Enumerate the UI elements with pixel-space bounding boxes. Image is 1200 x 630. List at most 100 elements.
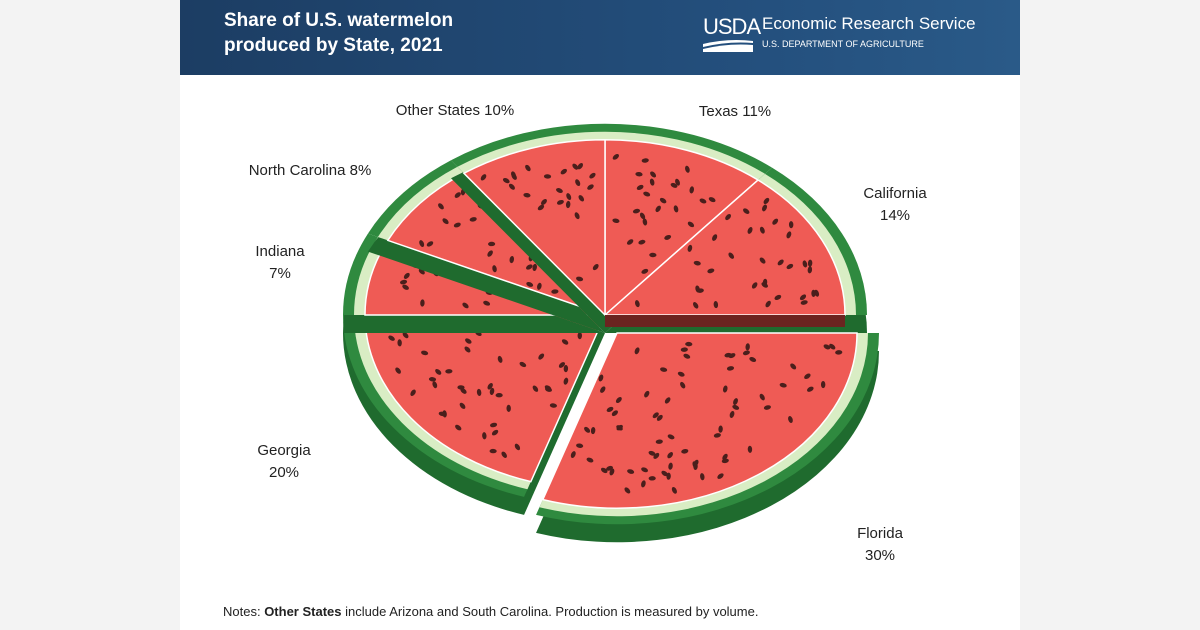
seed-florida <box>609 468 615 476</box>
seed-florida <box>790 363 797 370</box>
seed-florida <box>722 385 728 393</box>
seed-florida <box>656 414 663 421</box>
label-indiana-name: Indiana <box>255 243 305 260</box>
seed-north-carolina <box>551 289 559 294</box>
seed-california <box>743 208 750 214</box>
cut-face-florida <box>605 315 845 327</box>
seed-california <box>762 204 767 212</box>
seed-georgia <box>563 377 569 385</box>
seed-other-states <box>480 174 487 181</box>
seed-north-carolina <box>537 282 542 290</box>
seed-california <box>747 227 753 234</box>
seed-georgia <box>421 350 429 356</box>
seed-georgia <box>445 369 453 374</box>
seed-georgia <box>395 367 401 374</box>
seed-florida <box>584 426 591 433</box>
seed-california <box>695 285 700 293</box>
seed-north-carolina <box>453 222 461 228</box>
seed-california <box>762 278 768 286</box>
seed-florida <box>570 451 576 458</box>
seed-texas <box>635 172 643 177</box>
seed-other-states <box>525 164 531 172</box>
seed-other-states <box>560 168 567 175</box>
seed-other-states <box>576 276 584 282</box>
seed-texas <box>673 205 679 213</box>
seed-florida <box>600 467 608 474</box>
seed-other-states <box>537 204 545 211</box>
seed-california <box>687 244 693 252</box>
seed-florida <box>728 353 736 359</box>
seed-other-states <box>589 172 596 179</box>
seed-california <box>777 259 784 266</box>
seed-florida <box>648 476 656 481</box>
seed-florida <box>655 439 663 444</box>
seed-california <box>765 300 771 308</box>
watermelon-pie-chart <box>343 123 879 543</box>
seed-texas <box>664 234 672 240</box>
seed-florida <box>718 425 723 433</box>
seed-georgia <box>489 387 495 396</box>
seed-florida <box>641 467 648 473</box>
seed-other-states <box>508 183 515 190</box>
seed-california <box>763 197 770 205</box>
seed-florida <box>652 412 659 419</box>
seed-other-states <box>543 174 552 179</box>
seed-georgia <box>506 404 511 412</box>
seed-other-states <box>577 163 583 170</box>
seed-florida <box>660 367 668 372</box>
seed-california <box>713 301 719 309</box>
slice-florida <box>541 332 858 509</box>
seed-georgia <box>438 411 446 417</box>
seed-georgia <box>490 422 498 428</box>
seed-texas <box>685 165 690 173</box>
seed-north-carolina <box>469 217 477 222</box>
seed-florida <box>749 356 757 362</box>
seed-other-states <box>578 195 585 202</box>
usda-logo: USDA <box>703 14 761 39</box>
seed-georgia <box>460 388 467 394</box>
seed-georgia <box>476 388 482 396</box>
seed-california <box>693 260 701 266</box>
seed-georgia <box>519 361 527 368</box>
seed-florida <box>683 353 691 359</box>
seed-florida <box>680 347 688 352</box>
seed-florida <box>823 344 831 350</box>
seed-other-states <box>572 163 579 170</box>
seed-texas <box>632 208 641 214</box>
seed-north-carolina <box>438 203 444 210</box>
seed-florida <box>829 343 836 350</box>
slice-california <box>603 179 846 316</box>
seed-texas <box>670 182 678 188</box>
seed-florida <box>820 380 826 389</box>
notes-text: include Arizona and South Carolina. Prod… <box>341 604 759 619</box>
seed-florida <box>742 350 750 356</box>
seed-florida <box>713 433 721 438</box>
label-georgia-pct: 20% <box>268 464 300 481</box>
seed-texas <box>649 178 655 186</box>
label-indiana: Indiana 7% <box>240 241 320 285</box>
seed-georgia <box>397 339 402 347</box>
seed-florida <box>615 396 622 404</box>
seed-georgia <box>514 443 521 451</box>
seed-california <box>759 257 766 264</box>
seed-georgia <box>487 383 493 390</box>
seed-other-states <box>565 200 571 209</box>
seed-other-states <box>574 212 580 220</box>
seed-texas <box>642 218 648 226</box>
seed-other-states <box>592 264 599 271</box>
label-indiana-pct: 7% <box>269 265 291 282</box>
seed-north-carolina <box>487 250 493 257</box>
seed-california <box>774 294 782 301</box>
seed-california <box>788 221 794 229</box>
seed-north-carolina <box>526 264 533 270</box>
agency-name: Economic Research Service <box>762 14 976 33</box>
seed-texas <box>699 198 707 204</box>
seed-indiana <box>420 299 425 307</box>
seed-north-carolina <box>454 192 461 198</box>
seed-texas <box>641 158 649 163</box>
label-georgia: Georgia 20% <box>244 440 324 484</box>
seed-florida <box>806 386 814 392</box>
seed-florida <box>600 386 606 393</box>
seed-texas <box>626 239 634 245</box>
seed-texas <box>643 191 651 197</box>
